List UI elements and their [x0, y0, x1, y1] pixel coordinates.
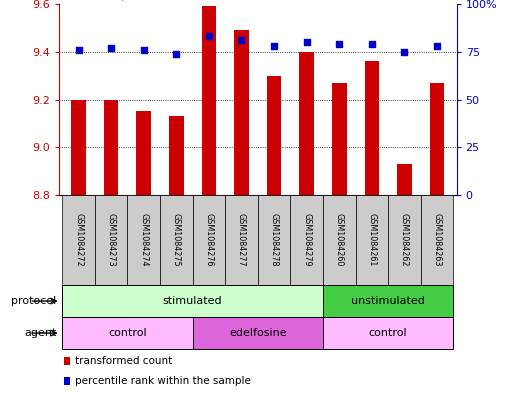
- Point: [205, 33, 213, 40]
- Bar: [365, 61, 379, 195]
- FancyBboxPatch shape: [323, 195, 356, 285]
- Text: control: control: [108, 328, 147, 338]
- Point: [303, 39, 311, 45]
- Text: GSM1084276: GSM1084276: [204, 213, 213, 267]
- Point: [74, 47, 83, 53]
- Text: transformed count: transformed count: [75, 356, 173, 366]
- Point: [270, 43, 278, 49]
- Bar: [104, 99, 119, 195]
- Point: [433, 43, 441, 49]
- Text: unstimulated: unstimulated: [351, 296, 425, 306]
- FancyBboxPatch shape: [323, 285, 453, 317]
- Bar: [234, 30, 249, 195]
- Bar: [169, 116, 184, 195]
- Text: GSM1084262: GSM1084262: [400, 213, 409, 267]
- Bar: [430, 83, 444, 195]
- FancyBboxPatch shape: [62, 195, 95, 285]
- FancyBboxPatch shape: [258, 195, 290, 285]
- Point: [238, 37, 246, 43]
- FancyBboxPatch shape: [192, 195, 225, 285]
- Bar: [267, 75, 282, 195]
- Bar: [202, 6, 216, 195]
- FancyBboxPatch shape: [95, 195, 127, 285]
- Point: [400, 49, 408, 55]
- Text: GDS5544 / 7956470: GDS5544 / 7956470: [59, 0, 186, 1]
- FancyBboxPatch shape: [192, 317, 323, 349]
- Text: GSM1084260: GSM1084260: [335, 213, 344, 267]
- FancyBboxPatch shape: [388, 195, 421, 285]
- FancyBboxPatch shape: [62, 285, 323, 317]
- Text: GSM1084279: GSM1084279: [302, 213, 311, 267]
- Text: GSM1084277: GSM1084277: [237, 213, 246, 267]
- Point: [335, 41, 343, 47]
- Point: [368, 41, 376, 47]
- FancyBboxPatch shape: [62, 317, 192, 349]
- Text: protocol: protocol: [11, 296, 56, 306]
- Bar: [71, 99, 86, 195]
- Text: control: control: [369, 328, 407, 338]
- Bar: [332, 83, 347, 195]
- FancyBboxPatch shape: [421, 195, 453, 285]
- Point: [140, 47, 148, 53]
- FancyBboxPatch shape: [356, 195, 388, 285]
- FancyBboxPatch shape: [323, 317, 453, 349]
- Text: agent: agent: [24, 328, 56, 338]
- Point: [107, 45, 115, 51]
- Bar: [136, 112, 151, 195]
- Bar: [397, 164, 412, 195]
- Text: GSM1084274: GSM1084274: [139, 213, 148, 267]
- FancyBboxPatch shape: [290, 195, 323, 285]
- FancyBboxPatch shape: [225, 195, 258, 285]
- FancyBboxPatch shape: [127, 195, 160, 285]
- Text: GSM1084263: GSM1084263: [432, 213, 442, 267]
- Point: [172, 50, 181, 57]
- Bar: [299, 52, 314, 195]
- Text: GSM1084273: GSM1084273: [107, 213, 115, 267]
- Text: GSM1084261: GSM1084261: [367, 213, 377, 267]
- FancyBboxPatch shape: [160, 195, 192, 285]
- Text: GSM1084278: GSM1084278: [269, 213, 279, 267]
- Text: percentile rank within the sample: percentile rank within the sample: [75, 376, 251, 386]
- Text: GSM1084275: GSM1084275: [172, 213, 181, 267]
- Text: edelfosine: edelfosine: [229, 328, 287, 338]
- Text: GSM1084272: GSM1084272: [74, 213, 83, 267]
- Text: stimulated: stimulated: [163, 296, 223, 306]
